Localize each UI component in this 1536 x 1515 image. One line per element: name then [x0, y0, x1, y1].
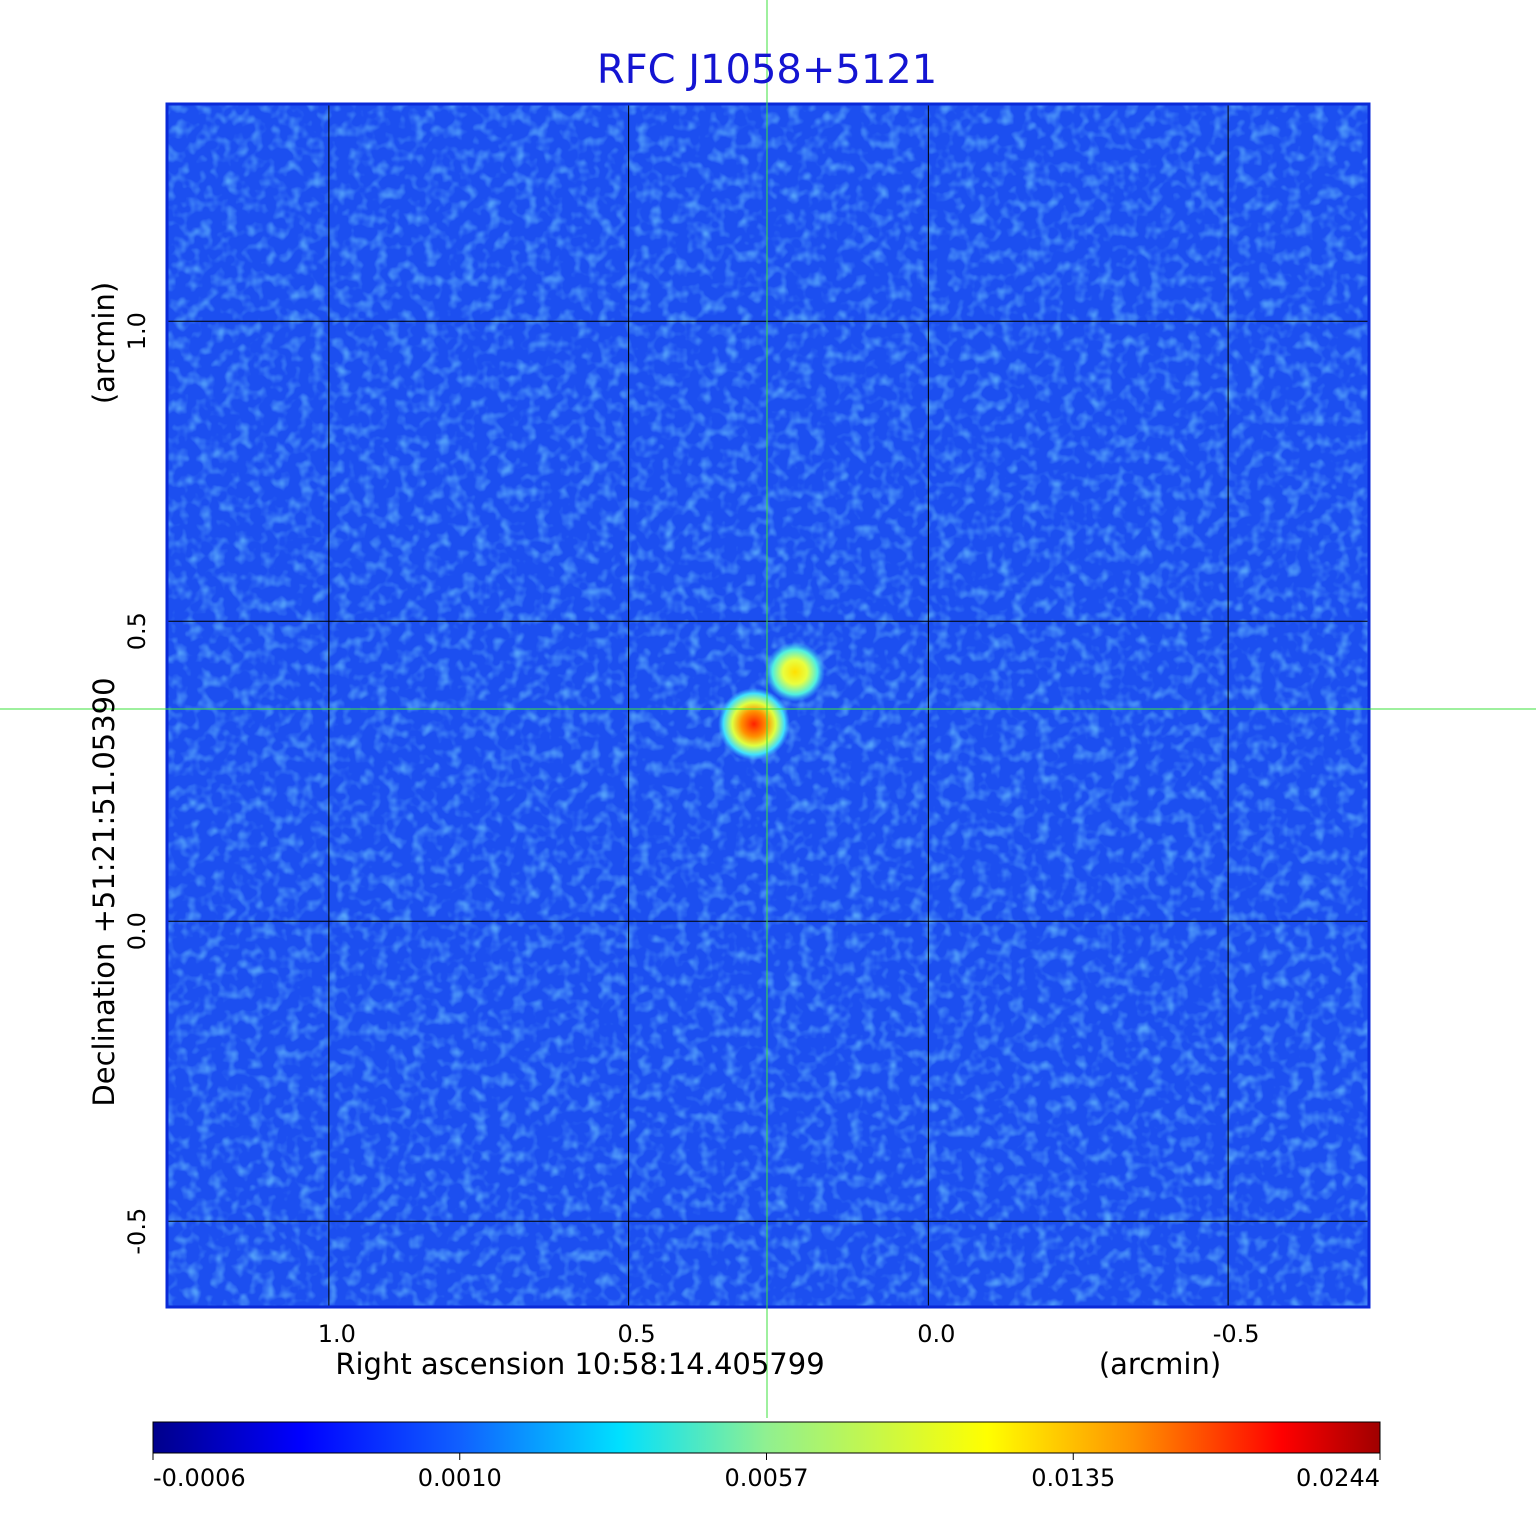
- chart-title: RFC J1058+5121: [597, 47, 937, 93]
- colorbar-tick-label: 0.0010: [418, 1464, 502, 1492]
- x-tick-label: 0.5: [618, 1320, 656, 1348]
- y-tick-label: 1.0: [123, 312, 151, 350]
- colorbar-tick-label: -0.0006: [153, 1464, 246, 1492]
- colorbar-tick-label: 0.0135: [1031, 1464, 1115, 1492]
- y-axis-unit: (arcmin): [87, 282, 121, 404]
- colorbar-tick-label: 0.0057: [725, 1464, 809, 1492]
- y-tick-label: 0.5: [123, 612, 151, 650]
- source-blob: [765, 642, 825, 702]
- x-tick-label: -0.5: [1213, 1320, 1260, 1348]
- x-tick-label: 1.0: [318, 1320, 356, 1348]
- x-tick-label: 0.0: [917, 1320, 955, 1348]
- source-blob: [718, 688, 790, 760]
- grid: [167, 104, 1369, 1307]
- y-tick-label: -0.5: [123, 1208, 151, 1255]
- image-frame: [165, 102, 1371, 1309]
- colorbar-tick-label: 0.0244: [1296, 1464, 1380, 1492]
- x-axis-unit: (arcmin): [1099, 1347, 1221, 1381]
- x-axis-label: Right ascension 10:58:14.405799: [335, 1347, 824, 1381]
- y-tick-label: 0.0: [123, 912, 151, 950]
- y-axis-label: Declination +51:21:51.05390: [87, 677, 121, 1106]
- colorbar: [152, 1421, 1381, 1454]
